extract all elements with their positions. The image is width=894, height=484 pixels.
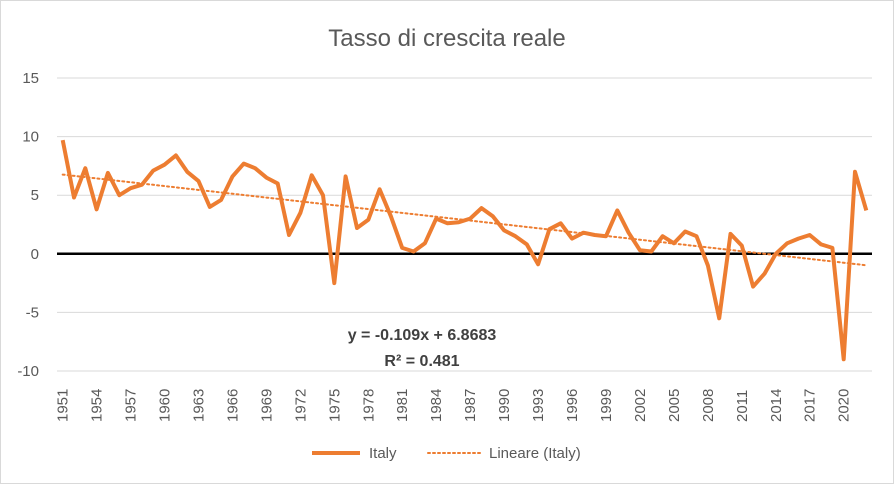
x-tick-label: 1972 <box>292 389 309 422</box>
x-tick-label: 1951 <box>55 389 72 422</box>
x-tick-label: 1996 <box>564 389 581 422</box>
y-tick-label: 0 <box>31 246 39 263</box>
x-tick-label: 1999 <box>598 389 615 422</box>
y-tick-label: 10 <box>22 129 39 146</box>
x-tick-label: 1978 <box>360 389 377 422</box>
y-tick-label: -5 <box>26 304 39 321</box>
y-tick-label: 15 <box>22 70 39 87</box>
x-tick-label: 2014 <box>768 389 785 422</box>
x-tick-label: 1987 <box>462 389 479 422</box>
gridlines <box>57 77 872 372</box>
y-axis-ticks: -10 -5 0 5 10 15 <box>17 70 39 380</box>
x-tick-label: 1966 <box>224 389 241 422</box>
x-tick-label: 1984 <box>428 389 445 422</box>
x-tick-label: 1960 <box>157 389 174 422</box>
x-tick-label: 1957 <box>123 389 140 422</box>
trendline-r2: R² = 0.481 <box>384 353 459 370</box>
legend-label-italy: Italy <box>369 445 397 462</box>
x-tick-label: 2020 <box>836 389 853 422</box>
chart-title: Tasso di crescita reale <box>328 25 565 52</box>
x-tick-label: 2011 <box>734 390 751 422</box>
x-tick-label: 1993 <box>530 389 547 422</box>
x-axis-ticks: 1951 1954 1957 1960 1963 1966 1969 1972 1975 1978… <box>55 389 853 422</box>
x-tick-label: 1975 <box>326 389 343 422</box>
x-tick-label: 1963 <box>190 389 207 422</box>
x-tick-label: 2008 <box>700 389 717 422</box>
legend: Italy Lineare (Italy) <box>312 445 581 462</box>
x-tick-label: 1990 <box>496 389 513 422</box>
x-tick-label: 2002 <box>632 389 649 422</box>
y-tick-label: 5 <box>31 187 39 204</box>
legend-label-trendline: Lineare (Italy) <box>489 445 581 462</box>
x-tick-label: 2005 <box>666 389 683 422</box>
series-line-italy <box>60 139 869 362</box>
x-tick-label: 1981 <box>394 389 411 422</box>
trendline-equation: y = -0.109x + 6.8683 <box>348 327 497 344</box>
x-tick-label: 1954 <box>89 389 106 422</box>
x-tick-label: 1969 <box>258 389 275 422</box>
y-tick-label: -10 <box>17 363 39 380</box>
x-tick-label: 2017 <box>802 389 819 422</box>
